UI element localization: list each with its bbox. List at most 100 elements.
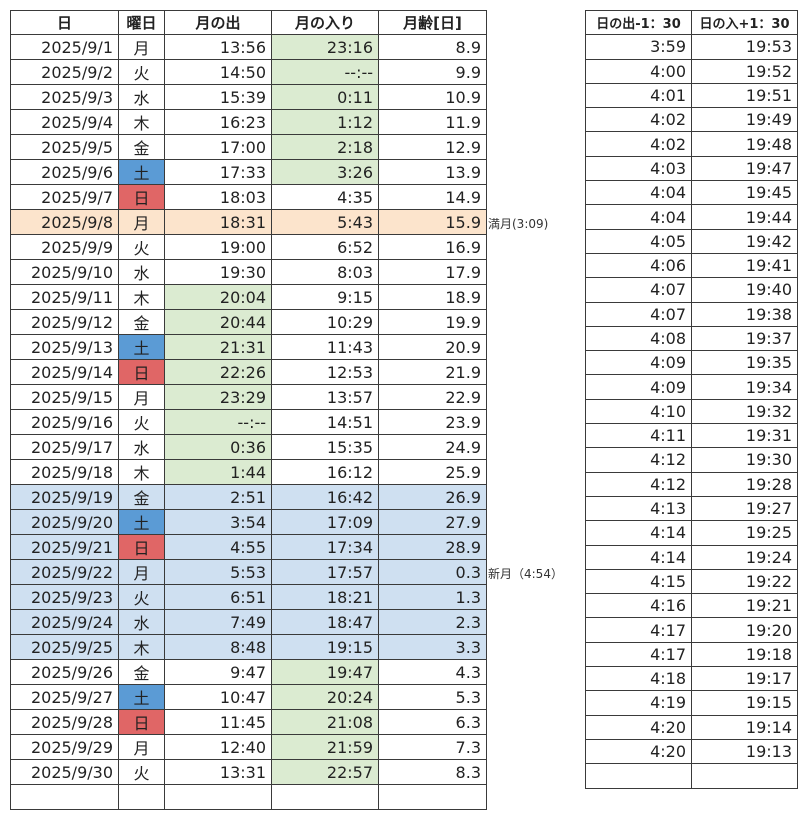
empty-cell[interactable] (118, 784, 165, 810)
moonrise-cell[interactable]: 2:51 (164, 484, 272, 511)
moonrise-cell[interactable]: 8:48 (164, 634, 272, 661)
moonrise-cell[interactable]: 21:31 (164, 334, 272, 361)
sunrise-offset-cell[interactable]: 4:04 (585, 180, 692, 206)
sunset-offset-cell[interactable]: 19:37 (691, 325, 798, 352)
sunrise-offset-cell[interactable]: 4:12 (585, 471, 692, 497)
date-cell[interactable]: 2025/9/26 (10, 659, 119, 686)
moonset-cell[interactable]: 4:35 (271, 184, 379, 211)
moonrise-cell[interactable]: 18:31 (164, 209, 272, 236)
moon-age-cell[interactable]: 18.9 (378, 284, 487, 311)
moonset-cell[interactable]: 19:47 (271, 659, 379, 686)
weekday-cell[interactable]: 水 (118, 259, 165, 286)
moonrise-cell[interactable]: 9:47 (164, 659, 272, 686)
sunrise-offset-cell[interactable]: 4:17 (585, 641, 692, 668)
empty-cell[interactable] (164, 784, 272, 810)
sunset-offset-cell[interactable]: 19:45 (691, 180, 798, 206)
sunrise-offset-cell[interactable]: 4:07 (585, 277, 692, 303)
weekday-cell[interactable]: 火 (118, 234, 165, 261)
moonrise-cell[interactable]: 23:29 (164, 384, 272, 411)
moonset-cell[interactable]: 18:47 (271, 609, 379, 636)
moonset-cell[interactable]: 19:15 (271, 634, 379, 661)
sunset-offset-cell[interactable]: 19:24 (691, 544, 798, 570)
moonrise-cell[interactable]: 13:31 (164, 759, 272, 786)
sunset-offset-cell[interactable]: 19:53 (691, 34, 798, 60)
moon-age-cell[interactable]: 10.9 (378, 84, 487, 111)
sunrise-offset-cell[interactable]: 4:05 (585, 228, 692, 254)
moonrise-cell[interactable]: 19:00 (164, 234, 272, 261)
moon-age-cell[interactable]: 21.9 (378, 359, 487, 386)
sunrise-offset-cell[interactable]: 4:11 (585, 423, 692, 449)
moonset-cell[interactable]: 0:11 (271, 84, 379, 111)
date-cell[interactable]: 2025/9/22 (10, 559, 119, 586)
sunset-offset-cell[interactable]: 19:25 (691, 520, 798, 546)
date-cell[interactable]: 2025/9/29 (10, 734, 119, 761)
moonset-cell[interactable]: 18:21 (271, 584, 379, 611)
moonset-cell[interactable]: 20:24 (271, 684, 379, 711)
weekday-cell[interactable]: 月 (118, 384, 165, 411)
sunrise-offset-cell[interactable]: 4:02 (585, 107, 692, 133)
sunset-offset-cell[interactable]: 19:21 (691, 593, 798, 619)
moon-age-cell[interactable]: 7.3 (378, 734, 487, 761)
weekday-cell[interactable]: 火 (118, 759, 165, 786)
moonrise-cell[interactable]: 10:47 (164, 684, 272, 711)
moon-age-cell[interactable]: 25.9 (378, 459, 487, 486)
weekday-cell[interactable]: 木 (118, 109, 165, 136)
moon-age-cell[interactable]: 12.9 (378, 134, 487, 161)
sunrise-offset-cell[interactable]: 4:10 (585, 398, 692, 425)
date-cell[interactable]: 2025/9/17 (10, 434, 119, 461)
sunrise-offset-cell[interactable]: 4:08 (585, 325, 692, 352)
date-cell[interactable]: 2025/9/27 (10, 684, 119, 711)
weekday-cell[interactable]: 日 (118, 184, 165, 211)
date-cell[interactable]: 2025/9/23 (10, 584, 119, 611)
moon-age-cell[interactable]: 15.9 (378, 209, 487, 236)
date-cell[interactable]: 2025/9/18 (10, 459, 119, 486)
moon-age-cell[interactable]: 26.9 (378, 484, 487, 511)
sunrise-offset-cell[interactable]: 4:09 (585, 350, 692, 376)
sunset-offset-cell[interactable]: 19:47 (691, 155, 798, 182)
moon-age-cell[interactable]: 19.9 (378, 309, 487, 336)
weekday-cell[interactable]: 土 (118, 334, 165, 361)
moonrise-cell[interactable]: 13:56 (164, 34, 272, 61)
date-cell[interactable]: 2025/9/11 (10, 284, 119, 311)
date-cell[interactable]: 2025/9/3 (10, 84, 119, 111)
sunrise-offset-cell[interactable]: 4:18 (585, 666, 692, 692)
sunset-offset-cell[interactable]: 19:41 (691, 252, 798, 279)
moonset-cell[interactable]: 5:43 (271, 209, 379, 236)
moon-age-cell[interactable]: 11.9 (378, 109, 487, 136)
header-moon-age[interactable]: 月齢[日] (378, 9, 487, 36)
sunset-offset-cell[interactable]: 19:52 (691, 58, 798, 84)
moonrise-cell[interactable]: 4:55 (164, 534, 272, 561)
sunset-offset-cell[interactable]: 19:13 (691, 738, 798, 765)
date-cell[interactable]: 2025/9/1 (10, 34, 119, 61)
weekday-cell[interactable]: 土 (118, 684, 165, 711)
empty-cell[interactable] (10, 784, 119, 810)
moonrise-cell[interactable]: 11:45 (164, 709, 272, 736)
sunrise-offset-cell[interactable]: 4:20 (585, 738, 692, 765)
header-weekday[interactable]: 曜日 (118, 9, 165, 36)
moon-age-cell[interactable]: 3.3 (378, 634, 487, 661)
moonrise-cell[interactable]: 15:39 (164, 84, 272, 111)
sunset-offset-cell[interactable]: 19:27 (691, 495, 798, 522)
sunrise-offset-cell[interactable]: 4:00 (585, 58, 692, 84)
moon-age-cell[interactable]: 24.9 (378, 434, 487, 461)
date-cell[interactable]: 2025/9/21 (10, 534, 119, 561)
weekday-cell[interactable]: 金 (118, 134, 165, 161)
moonrise-cell[interactable]: 14:50 (164, 59, 272, 86)
moon-age-cell[interactable]: 8.3 (378, 759, 487, 786)
moonrise-cell[interactable]: 0:36 (164, 434, 272, 461)
moonset-cell[interactable]: 6:52 (271, 234, 379, 261)
weekday-cell[interactable]: 水 (118, 84, 165, 111)
date-cell[interactable]: 2025/9/9 (10, 234, 119, 261)
moonset-cell[interactable]: --:-- (271, 59, 379, 86)
moon-age-cell[interactable]: 1.3 (378, 584, 487, 611)
weekday-cell[interactable]: 日 (118, 359, 165, 386)
date-cell[interactable]: 2025/9/4 (10, 109, 119, 136)
moonrise-cell[interactable]: 16:23 (164, 109, 272, 136)
sunrise-offset-cell[interactable]: 4:12 (585, 447, 692, 473)
weekday-cell[interactable]: 金 (118, 484, 165, 511)
weekday-cell[interactable]: 木 (118, 459, 165, 486)
moon-age-cell[interactable]: 27.9 (378, 509, 487, 536)
weekday-cell[interactable]: 月 (118, 34, 165, 61)
date-cell[interactable]: 2025/9/5 (10, 134, 119, 161)
moon-age-cell[interactable]: 4.3 (378, 659, 487, 686)
